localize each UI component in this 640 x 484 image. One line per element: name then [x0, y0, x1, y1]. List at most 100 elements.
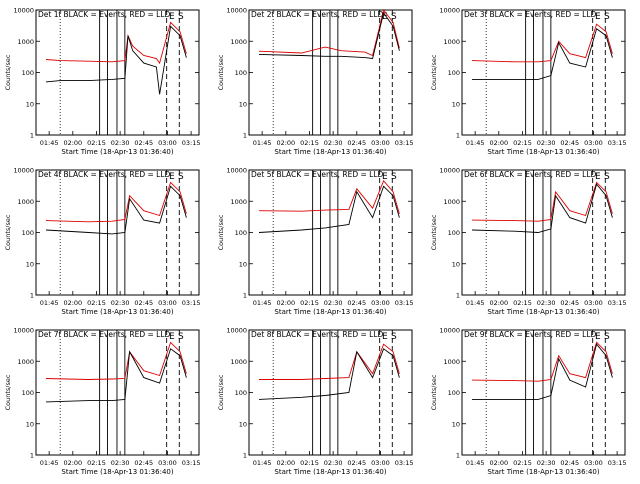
- y-tick-label: 1000: [17, 198, 34, 206]
- x-tick-label: 03:00: [158, 139, 177, 147]
- x-tick-label: 02:45: [347, 299, 366, 307]
- y-tick-label: 100: [448, 229, 460, 237]
- y-tick-label: 100: [22, 69, 34, 77]
- y-tick-label: 100: [235, 389, 247, 397]
- flag-label-E: E: [382, 332, 388, 342]
- y-axis-label: Counts/sec: [4, 54, 12, 90]
- y-tick-label: 1000: [443, 198, 460, 206]
- x-tick-label: 03:00: [158, 299, 177, 307]
- flag-label-E: E: [169, 332, 175, 342]
- series-line-events: [472, 28, 613, 80]
- flag-label-S: S: [604, 172, 610, 182]
- x-tick-label: 02:00: [63, 139, 82, 147]
- series-line-events: [45, 25, 187, 95]
- y-tick-label: 10: [26, 260, 34, 268]
- chart-title: Det 7f BLACK = Events, RED = LLD: [38, 330, 171, 339]
- x-tick-label: 01:45: [253, 299, 272, 307]
- series-line-events: [258, 185, 400, 233]
- flag-label-E: E: [595, 12, 601, 22]
- x-tick-label: 02:45: [134, 139, 153, 147]
- y-tick-label: 1000: [443, 38, 460, 46]
- y-tick-label: 1: [243, 292, 247, 300]
- x-tick-label: 03:00: [158, 459, 177, 467]
- chart-title: Det 1f BLACK = Events, RED = LLD: [38, 10, 171, 19]
- x-tick-label: 03:15: [182, 459, 201, 467]
- y-tick-label: 1: [30, 292, 34, 300]
- x-axis-label: Start Time (18-Apr-13 01:36:40): [274, 148, 386, 156]
- y-tick-label: 100: [22, 389, 34, 397]
- chart-title: Det 3f BLACK = Events, RED = LLD: [464, 10, 597, 19]
- series-line-events: [472, 343, 613, 400]
- chart-title: Det 4f BLACK = Events, RED = LLD: [38, 170, 171, 179]
- x-tick-label: 02:15: [513, 299, 532, 307]
- y-tick-label: 10: [26, 420, 34, 428]
- y-tick-label: 1: [30, 452, 34, 460]
- x-tick-label: 01:45: [40, 459, 59, 467]
- x-tick-label: 02:30: [537, 299, 556, 307]
- x-tick-label: 03:15: [395, 459, 414, 467]
- x-tick-label: 02:45: [560, 139, 579, 147]
- y-axis-label: Counts/sec: [217, 374, 225, 410]
- chart-title: Det 8f BLACK = Events, RED = LLD: [251, 330, 384, 339]
- series-line-events: [45, 348, 187, 403]
- x-tick-label: 02:30: [111, 139, 130, 147]
- x-tick-label: 03:00: [371, 459, 390, 467]
- series-line-lld: [471, 341, 613, 382]
- y-tick-label: 1000: [230, 198, 247, 206]
- x-tick-label: 02:00: [489, 459, 508, 467]
- y-tick-label: 10000: [439, 167, 460, 175]
- y-tick-label: 1000: [17, 358, 34, 366]
- flag-label-S: S: [178, 12, 184, 22]
- x-tick-label: 02:45: [560, 299, 579, 307]
- y-tick-label: 10: [239, 420, 247, 428]
- y-tick-label: 10: [239, 100, 247, 108]
- x-tick-label: 02:45: [134, 459, 153, 467]
- x-tick-label: 02:30: [111, 299, 130, 307]
- y-tick-label: 10000: [13, 167, 34, 175]
- y-tick-label: 100: [235, 229, 247, 237]
- y-tick-label: 10000: [13, 7, 34, 15]
- x-tick-label: 02:15: [87, 299, 106, 307]
- y-tick-label: 1: [243, 452, 247, 460]
- x-tick-label: 02:00: [489, 139, 508, 147]
- x-axis-label: Start Time (18-Apr-13 01:36:40): [274, 308, 386, 316]
- x-tick-label: 02:15: [300, 459, 319, 467]
- x-tick-label: 01:45: [253, 459, 272, 467]
- x-tick-label: 02:30: [324, 459, 343, 467]
- y-tick-label: 10: [452, 260, 460, 268]
- y-tick-label: 1000: [230, 358, 247, 366]
- x-axis-label: Start Time (18-Apr-13 01:36:40): [487, 468, 599, 476]
- x-axis-label: Start Time (18-Apr-13 01:36:40): [274, 468, 386, 476]
- x-tick-label: 02:15: [87, 459, 106, 467]
- y-tick-label: 10000: [439, 7, 460, 15]
- y-tick-label: 100: [235, 69, 247, 77]
- x-tick-label: 03:15: [395, 299, 414, 307]
- x-tick-label: 02:45: [560, 459, 579, 467]
- x-tick-label: 03:15: [182, 299, 201, 307]
- x-tick-label: 03:00: [584, 139, 603, 147]
- y-axis-label: Counts/sec: [217, 54, 225, 90]
- x-tick-label: 01:45: [40, 139, 59, 147]
- x-tick-label: 03:15: [608, 299, 627, 307]
- y-tick-label: 100: [448, 69, 460, 77]
- series-line-events: [471, 183, 613, 233]
- y-axis-label: Counts/sec: [4, 214, 12, 250]
- series-line-events: [258, 11, 400, 59]
- y-axis-label: Counts/sec: [4, 374, 12, 410]
- flag-label-E: E: [595, 172, 601, 182]
- x-tick-label: 02:00: [489, 299, 508, 307]
- x-tick-label: 03:15: [608, 459, 627, 467]
- flag-label-S: S: [178, 172, 184, 182]
- series-line-lld: [258, 179, 400, 214]
- flag-label-E: E: [169, 12, 175, 22]
- series-line-lld: [45, 341, 187, 380]
- x-tick-label: 02:45: [134, 299, 153, 307]
- x-tick-label: 02:30: [537, 139, 556, 147]
- y-tick-label: 1: [456, 292, 460, 300]
- y-tick-label: 10000: [13, 327, 34, 335]
